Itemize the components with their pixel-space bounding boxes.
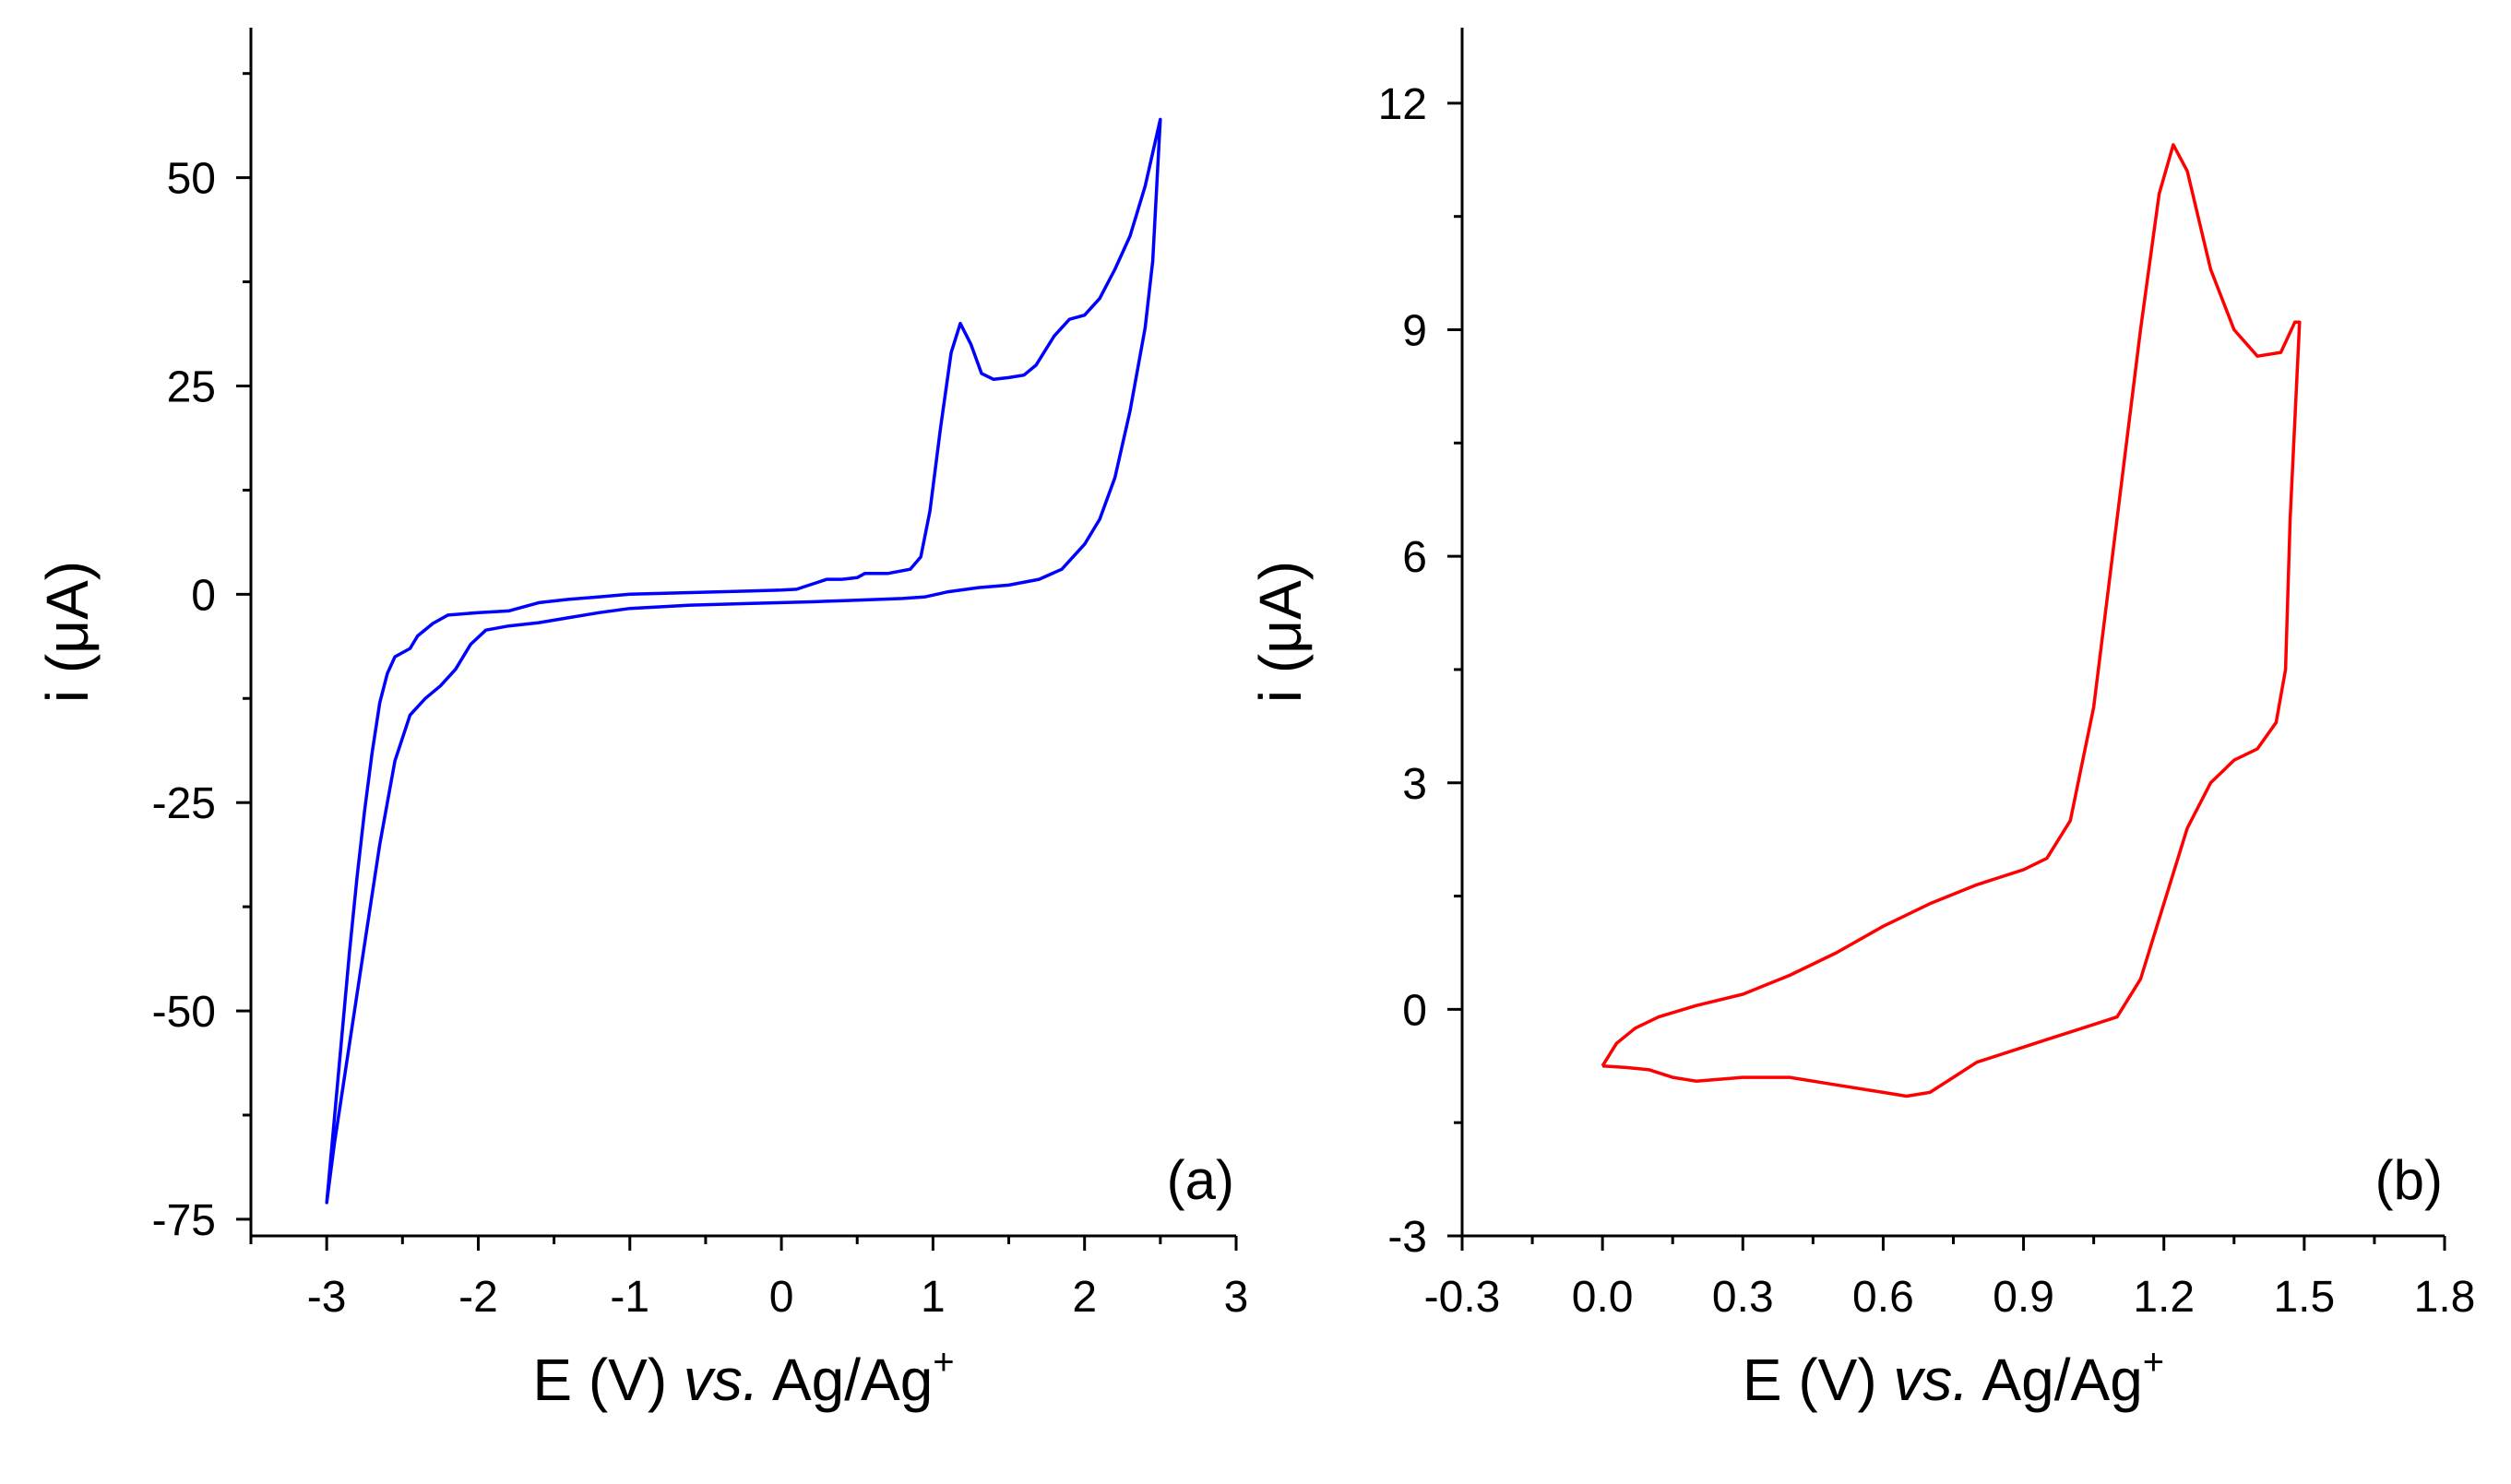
panel-a-label: (a) [1167, 1149, 1234, 1211]
panel-a-x-tick-label: -3 [307, 1273, 347, 1322]
panel-a-y-tick-label: -50 [152, 988, 216, 1037]
panel-b-y-tick-label: 12 [1378, 80, 1427, 129]
panel-b-y-tick-label: 6 [1402, 533, 1427, 582]
panel-a-x-tick-label: 3 [1224, 1273, 1249, 1322]
panel-b-x-tick-label: -0.3 [1424, 1273, 1501, 1322]
panel-b-cv-curve [1601, 143, 2302, 1098]
panel-a-cv-curve [325, 117, 1162, 1205]
panel-b-x-tick-label: 0.0 [1572, 1273, 1634, 1322]
panel-b-y-tick-labels: -3 0 3 6 9 12 [1378, 80, 1427, 1262]
panel-b-y-tick-label: 3 [1402, 760, 1427, 809]
chart-panel-b: -0.3 0.0 0.3 0.6 0.9 1.2 1.5 1.8 -3 0 3 6 9 12 (b) E… [1247, 28, 2475, 1413]
panel-a-y-axis-title: i (μA) [34, 561, 101, 703]
panel-b-ticks [1447, 101, 2446, 1251]
panel-a-x-tick-label: 2 [1072, 1273, 1097, 1322]
panel-b-x-tick-label: 0.3 [1712, 1273, 1774, 1322]
panel-b-y-tick-label: 0 [1402, 986, 1427, 1035]
panel-b-x-tick-label: 1.8 [2414, 1273, 2476, 1322]
panel-a-y-tick-label: -25 [152, 779, 216, 828]
panel-b-y-tick-label: 9 [1402, 307, 1427, 356]
panel-a-y-tick-label: 25 [167, 362, 216, 411]
panel-a-y-tick-labels: -75 -50 -25 0 25 50 [152, 155, 216, 1245]
panel-a-x-axis-title: E (V) vs. Ag/Ag+ [532, 1342, 954, 1413]
panel-b-x-tick-label: 1.5 [2273, 1273, 2335, 1322]
panel-a-y-tick-label: -75 [152, 1196, 216, 1245]
panel-a-y-tick-label: 0 [191, 571, 216, 620]
panel-b-label: (b) [2375, 1149, 2443, 1211]
panel-b-x-tick-label: 0.6 [1852, 1273, 1914, 1322]
panel-a-x-tick-labels: -3 -2 -1 0 1 2 3 [307, 1273, 1249, 1322]
panel-a-x-tick-label: -2 [458, 1273, 498, 1322]
panel-b-x-tick-label: 1.2 [2133, 1273, 2195, 1322]
panel-a-y-tick-label: 50 [167, 155, 216, 204]
panel-b-y-axis-title: i (μA) [1247, 561, 1314, 703]
panel-b-y-tick-label: -3 [1387, 1213, 1427, 1262]
panel-b-x-tick-labels: -0.3 0.0 0.3 0.6 0.9 1.2 1.5 1.8 [1424, 1273, 2476, 1322]
panel-b-x-axis-title: E (V) vs. Ag/Ag+ [1743, 1342, 2164, 1413]
panel-a-x-tick-label: 0 [769, 1273, 794, 1322]
panel-b-x-tick-label: 0.9 [1993, 1273, 2054, 1322]
panel-a-x-tick-label: -1 [610, 1273, 649, 1322]
chart-panel-a: -3 -2 -1 0 1 2 3 -75 -50 -25 0 25 50 (a) E (V) vs. … [34, 28, 1248, 1413]
panel-a-x-tick-label: 1 [921, 1273, 946, 1322]
